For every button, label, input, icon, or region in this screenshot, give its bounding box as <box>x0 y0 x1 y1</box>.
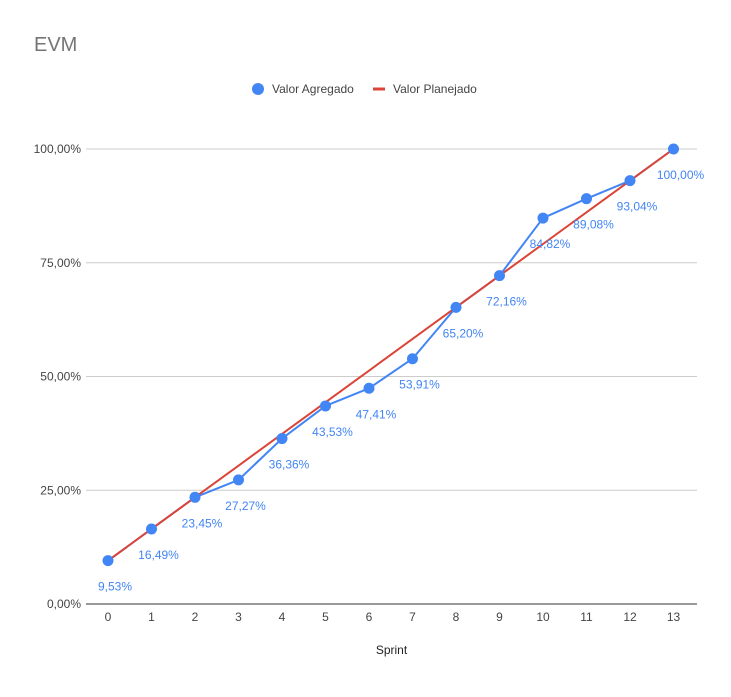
data-point-valor-agregado <box>407 353 418 365</box>
data-point-valor-agregado <box>494 270 505 282</box>
x-tick-label: 8 <box>453 610 460 624</box>
data-label: 84,82% <box>530 237 571 251</box>
x-tick-label: 7 <box>409 610 416 624</box>
y-tick-label: 50,00% <box>40 370 81 384</box>
data-label: 100,00% <box>657 168 705 182</box>
data-label: 36,36% <box>269 458 310 472</box>
data-point-valor-agregado <box>320 400 331 412</box>
data-point-valor-agregado <box>537 212 549 224</box>
data-label: 27,27% <box>225 499 266 513</box>
data-point-valor-agregado <box>450 301 462 313</box>
data-label: 43,53% <box>312 425 353 439</box>
y-tick-label: 75,00% <box>40 256 81 270</box>
data-point-valor-agregado <box>276 433 288 445</box>
data-label: 65,20% <box>443 326 484 340</box>
y-tick-label: 100,00% <box>34 142 82 156</box>
data-point-valor-agregado <box>102 555 114 567</box>
x-tick-label: 13 <box>667 610 681 624</box>
x-tick-label: 4 <box>279 610 286 624</box>
data-label: 16,49% <box>138 548 179 562</box>
data-point-valor-agregado <box>146 523 157 535</box>
data-point-valor-agregado <box>189 491 201 503</box>
x-axis-label: Sprint <box>376 643 408 657</box>
x-tick-label: 2 <box>192 610 199 624</box>
data-label: 47,41% <box>356 407 397 421</box>
y-tick-label: 0,00% <box>47 597 81 611</box>
x-tick-label: 12 <box>623 610 637 624</box>
series-line-valor-agregado <box>107 148 675 562</box>
legend-label-valor-planejado: Valor Planejado <box>393 82 477 96</box>
x-tick-label: 0 <box>105 610 112 624</box>
data-label: 23,45% <box>182 516 223 530</box>
data-label: 89,08% <box>573 218 614 232</box>
data-label: 72,16% <box>486 295 527 309</box>
data-point-valor-agregado <box>581 193 592 205</box>
x-tick-label: 3 <box>235 610 242 624</box>
data-point-valor-agregado <box>668 143 679 155</box>
x-tick-label: 9 <box>496 610 503 624</box>
data-label: 53,91% <box>399 378 440 392</box>
x-tick-label: 1 <box>148 610 155 624</box>
data-point-valor-agregado <box>363 382 375 394</box>
data-label: 93,04% <box>617 200 658 214</box>
x-tick-label: 6 <box>366 610 373 624</box>
chart-title: EVM <box>34 34 78 56</box>
series-line-valor-planejado <box>107 148 675 562</box>
x-tick-label: 10 <box>536 610 550 624</box>
x-tick-label: 5 <box>322 610 329 624</box>
data-point-valor-agregado <box>624 175 636 187</box>
data-label: 9,53% <box>98 580 132 594</box>
data-point-valor-agregado <box>233 474 244 486</box>
legend-marker-valor-agregado <box>252 83 264 95</box>
x-tick-label: 11 <box>580 610 593 624</box>
legend-label-valor-agregado: Valor Agregado <box>272 82 354 96</box>
y-tick-label: 25,00% <box>40 483 81 497</box>
